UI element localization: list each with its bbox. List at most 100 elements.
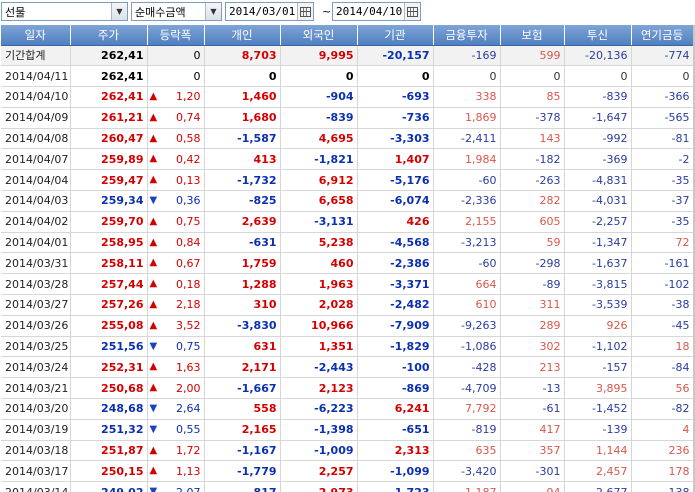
individual-cell: 1,288 (204, 273, 281, 296)
table-row[interactable]: 2014/03/31 258,11 ▲ 0,67 1,759 460 -2,386 -60 -2… (1, 252, 694, 275)
change-value: 1,13 (176, 464, 201, 478)
table-row[interactable]: 2014/04/01 258,95 ▲ 0,84 -631 5,238 -4,568 -3,2… (1, 232, 694, 254)
insurance-cell: -182 (500, 148, 565, 171)
institution-cell: 1,407 (357, 148, 434, 171)
metric-select[interactable]: 순매수금액 ▼ (131, 2, 222, 21)
institution-cell: -2,386 (357, 252, 434, 275)
investment-trust-cell: -20,136 (564, 45, 632, 67)
insurance-cell: 302 (500, 336, 565, 358)
insurance-cell: 599 (500, 45, 565, 67)
price-cell: 250,68 (70, 377, 148, 400)
table-row[interactable]: 2014/03/19 251,32 ▼ 0,55 2,165 -1,398 -651 -819… (1, 419, 694, 441)
table-row[interactable]: 2014/03/24 252,31 ▲ 1,63 2,171 -2,443 -100 -428… (1, 356, 694, 379)
price-cell: 255,08 (70, 315, 148, 337)
insurance-cell: -13 (500, 377, 565, 400)
foreign-cell: -1,398 (280, 419, 358, 441)
individual-cell: 413 (204, 148, 281, 171)
triangle-up-icon: ▲ (149, 382, 158, 394)
column-header[interactable]: 외국인 (280, 25, 358, 46)
table-row[interactable]: 2014/04/04 259,47 ▲ 0,13 -1,732 6,912 -5,176 -6… (1, 169, 694, 192)
investment-trust-cell: -1,102 (564, 336, 632, 358)
insurance-cell: -263 (500, 169, 565, 192)
date-cell: 2014/03/27 (1, 294, 71, 316)
individual-cell: 1,759 (204, 252, 281, 275)
calendar-icon[interactable] (297, 3, 313, 20)
date-cell: 2014/03/17 (1, 460, 71, 483)
pension-fund-cell: 236 (631, 440, 694, 462)
change-value: 2,18 (176, 298, 201, 312)
insurance-cell: 85 (500, 86, 565, 108)
investment-trust-cell: -839 (564, 86, 632, 108)
foreign-cell: 2,123 (280, 377, 358, 400)
change-value: 0,58 (176, 132, 201, 146)
insurance-cell: -378 (500, 107, 565, 129)
individual-cell: -1,667 (204, 377, 281, 400)
insurance-cell: 59 (500, 232, 565, 254)
market-select[interactable]: 선물 ▼ (1, 2, 128, 21)
table-row[interactable]: 2014/03/18 251,87 ▲ 1,72 -1,167 -1,009 2,313 63… (1, 440, 694, 462)
table-row[interactable]: 2014/04/08 260,47 ▲ 0,58 -1,587 4,695 -3,303 -2… (1, 128, 694, 150)
pension-fund-cell: -45 (631, 315, 694, 337)
table-row[interactable]: 2014/03/25 251,56 ▼ 0,75 631 1,351 -1,829 -1,08… (1, 336, 694, 358)
price-cell: 251,87 (70, 440, 148, 462)
foreign-cell: -2,443 (280, 356, 358, 379)
foreign-cell: 2,257 (280, 460, 358, 483)
price-cell: 258,95 (70, 232, 148, 254)
table-row[interactable]: 2014/04/02 259,70 ▲ 0,75 2,639 -3,131 426 2,155… (1, 211, 694, 233)
table-row[interactable]: 2014/04/11 262,41 0 0 0 0 0 0 0 0 (1, 65, 694, 88)
triangle-up-icon: ▲ (149, 153, 158, 165)
financial-investment-cell: -60 (433, 252, 501, 275)
foreign-cell: 1,351 (280, 336, 358, 358)
institution-cell: -6,074 (357, 190, 434, 212)
column-header[interactable]: 연기금등 (631, 25, 694, 46)
triangle-up-icon: ▲ (149, 465, 158, 477)
end-date-field[interactable]: 2014/04/10 (332, 2, 421, 21)
foreign-cell: -839 (280, 107, 358, 129)
column-header[interactable]: 주가 (70, 25, 148, 46)
date-cell: 2014/03/21 (1, 377, 71, 400)
pension-fund-cell: -565 (631, 107, 694, 129)
chevron-down-icon[interactable]: ▼ (111, 3, 127, 20)
table-row[interactable]: 2014/04/09 261,21 ▲ 0,74 1,680 -839 -736 1,869-… (1, 107, 694, 129)
start-date-field[interactable]: 2014/03/01 (225, 2, 314, 21)
table-row[interactable]: 2014/04/07 259,89 ▲ 0,42 413 -1,821 1,407 1,984… (1, 148, 694, 171)
column-header[interactable]: 기관 (357, 25, 434, 46)
change-cell: ▲ 0,42 (147, 148, 205, 171)
financial-investment-cell: 338 (433, 86, 501, 108)
investment-trust-cell: -2,677 (564, 481, 632, 492)
individual-cell: 2,171 (204, 356, 281, 379)
table-row[interactable]: 2014/03/28 257,44 ▲ 0,18 1,288 1,963 -3,371 664… (1, 273, 694, 296)
individual-cell: 631 (204, 336, 281, 358)
start-date-value: 2014/03/01 (229, 5, 296, 18)
calendar-icon[interactable] (404, 3, 420, 20)
table-row[interactable]: 2014/03/27 257,26 ▲ 2,18 310 2,028 -2,482 610 31… (1, 294, 694, 316)
date-cell: 2014/03/20 (1, 398, 71, 420)
price-cell: 260,47 (70, 128, 148, 150)
insurance-cell: -298 (500, 252, 565, 275)
triangle-down-icon: ▼ (149, 340, 158, 352)
column-header[interactable]: 개인 (204, 25, 281, 46)
column-header[interactable]: 일자 (1, 25, 71, 46)
table-row[interactable]: 2014/03/21 250,68 ▲ 2,00 -1,667 2,123 -869 -4,7… (1, 377, 694, 400)
table-row[interactable]: 2014/03/14249,02▼ 2,07-8172,973-1,7231,18… (1, 481, 694, 492)
financial-investment-cell: -3,420 (433, 460, 501, 483)
column-header[interactable]: 투신 (564, 25, 632, 46)
column-header[interactable]: 등락폭 (147, 25, 205, 46)
price-cell: 257,26 (70, 294, 148, 316)
column-header[interactable]: 보험 (500, 25, 565, 46)
column-header[interactable]: 금융투자 (433, 25, 501, 46)
scrollbar-edge[interactable] (693, 25, 695, 492)
table-header-row: 일자 주가 등락폭 개인 외국인 기관 금융투자 보험 투신 연기금등 (1, 25, 694, 46)
table-row[interactable]: 2014/03/26 255,08 ▲ 3,52 -3,830 10,966 -7,909-… (1, 315, 694, 337)
foreign-cell: 1,963 (280, 273, 358, 296)
table-row[interactable]: 2014/03/17 250,15 ▲ 1,13 -1,779 2,257 -1,099 -3… (1, 460, 694, 483)
table-row[interactable]: 2014/04/03 259,34 ▼ 0,36 -825 6,658 -6,074 -2,3… (1, 190, 694, 212)
triangle-up-icon: ▲ (149, 319, 158, 331)
table-row[interactable]: 2014/03/20 248,68 ▼ 2,64 558 -6,223 6,241 7,792… (1, 398, 694, 420)
table-row[interactable]: 기간합계 262,41 0 8,703 9,995 -20,157 -169 599 -20,1… (1, 45, 694, 67)
table-row[interactable]: 2014/04/10 262,41 ▲ 1,20 1,460 -904 -693 338 85-… (1, 86, 694, 108)
change-cell: ▲ 0,84 (147, 232, 205, 254)
chevron-down-icon[interactable]: ▼ (205, 3, 221, 20)
triangle-down-icon: ▼ (149, 403, 158, 415)
financial-investment-cell: -819 (433, 419, 501, 441)
